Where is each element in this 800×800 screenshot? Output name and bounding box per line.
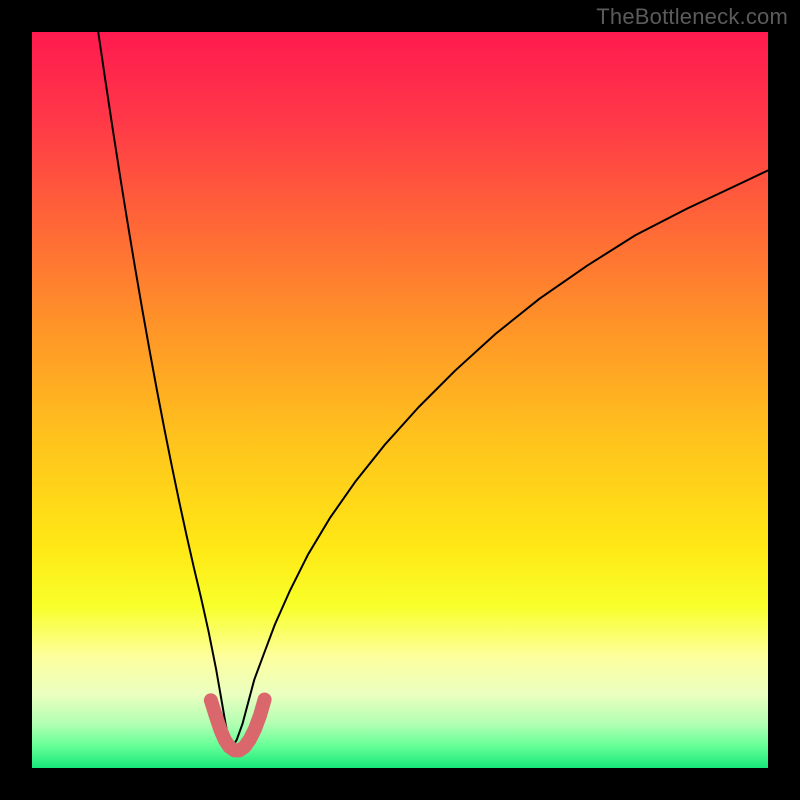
watermark-text: TheBottleneck.com <box>596 4 788 30</box>
bottleneck-chart <box>32 32 768 768</box>
gradient-background <box>32 32 768 768</box>
